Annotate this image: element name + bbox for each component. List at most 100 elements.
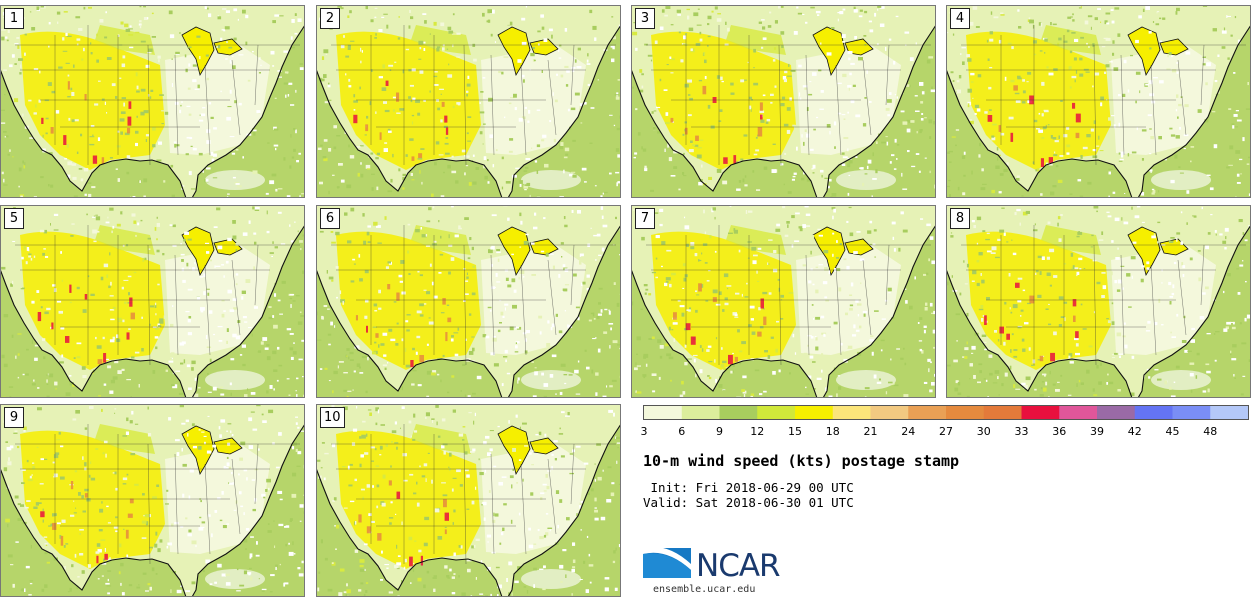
wind-speed-cell	[787, 75, 792, 77]
wind-speed-cell	[891, 317, 895, 319]
wind-speed-cell	[480, 91, 484, 93]
wind-speed-cell	[360, 47, 362, 52]
wind-speed-cell	[1076, 271, 1080, 275]
wind-speed-cell	[232, 55, 234, 57]
wind-speed-cell	[20, 195, 23, 198]
wind-speed-cell	[136, 115, 138, 118]
wind-speed-cell	[278, 364, 283, 367]
wind-speed-cell	[1149, 80, 1153, 85]
high-wind-region	[20, 430, 165, 569]
wind-speed-cell	[1192, 215, 1196, 217]
wind-speed-cell	[140, 88, 146, 92]
wind-speed-cell	[112, 306, 116, 310]
wind-speed-cell	[820, 315, 825, 319]
great-lakes	[529, 238, 559, 256]
wind-speed-cell	[483, 517, 486, 521]
wind-speed-cell	[359, 463, 362, 468]
wind-speed-cell	[570, 107, 576, 111]
wind-speed-cell	[1052, 383, 1056, 386]
wind-speed-cell	[257, 351, 261, 353]
wind-speed-cell	[156, 216, 158, 219]
wind-speed-cell	[187, 318, 191, 323]
wind-speed-cell	[1184, 104, 1189, 108]
wind-speed-cell	[762, 291, 768, 295]
wind-speed-cell	[515, 326, 520, 329]
wind-speed-cell	[847, 148, 849, 152]
wind-speed-cell	[1170, 331, 1172, 334]
wind-speed-cell	[772, 143, 776, 145]
wind-speed-cell	[135, 130, 139, 134]
wind-speed-cell	[140, 40, 146, 43]
wind-speed-cell	[827, 185, 830, 189]
wind-speed-cell	[157, 548, 161, 553]
wind-speed-cell	[1000, 132, 1005, 136]
wind-speed-cell	[699, 139, 704, 141]
wind-speed-cell	[681, 312, 685, 317]
wind-speed-cell	[564, 310, 566, 312]
wind-speed-cell	[1075, 343, 1079, 347]
wind-speed-cell	[920, 118, 924, 121]
wind-speed-cell	[563, 156, 568, 159]
wind-speed-cell	[219, 434, 222, 438]
wind-speed-cell	[504, 303, 509, 306]
wind-speed-cell	[562, 264, 566, 267]
wind-speed-cell	[542, 588, 546, 591]
wind-speed-cell	[187, 87, 191, 90]
wind-speed-cell	[112, 376, 118, 380]
wind-speed-cell	[1118, 152, 1122, 155]
wind-speed-cell	[437, 536, 443, 540]
wind-speed-cell	[187, 288, 193, 291]
wind-speed-cell	[1016, 178, 1020, 181]
wind-speed-cell	[602, 224, 608, 228]
wind-speed-cell	[349, 10, 352, 14]
wind-speed-cell	[277, 70, 282, 72]
wind-speed-cell	[22, 373, 25, 376]
wind-speed-cell	[158, 59, 160, 63]
wind-speed-cell	[595, 259, 597, 261]
wind-speed-cell	[932, 329, 936, 334]
wind-speed-cell	[323, 157, 328, 162]
wind-speed-cell	[1172, 17, 1175, 21]
wind-speed-cell	[746, 282, 748, 285]
wind-speed-cell	[182, 279, 186, 283]
wind-speed-cell	[717, 13, 721, 15]
wind-speed-cell	[803, 241, 807, 245]
wind-speed-cell	[207, 292, 210, 296]
wind-speed-cell	[301, 339, 305, 342]
wind-speed-cell	[1176, 232, 1181, 235]
wind-speed-cell	[551, 466, 553, 471]
wind-speed-cell	[1171, 55, 1173, 58]
wind-speed-cell	[686, 309, 690, 311]
wind-speed-cell	[453, 509, 456, 513]
wind-speed-cell	[864, 97, 867, 99]
wind-speed-cell	[168, 417, 172, 421]
wind-speed-cell	[340, 44, 345, 49]
wind-speed-cell	[261, 590, 265, 592]
wind-speed-cell	[242, 363, 246, 367]
wind-speed-cell	[896, 348, 900, 350]
wind-speed-cell	[297, 18, 302, 22]
wind-speed-cell	[838, 386, 842, 390]
wind-speed-cell	[318, 571, 321, 574]
wind-speed-cell	[357, 172, 360, 177]
wind-speed-cell	[109, 207, 114, 211]
wind-speed-cell	[416, 481, 418, 485]
wind-speed-cell	[412, 97, 416, 101]
wind-speed-cell	[839, 11, 844, 15]
wind-speed-cell	[543, 395, 547, 398]
wind-speed-cell	[564, 382, 567, 385]
wind-speed-cell	[234, 100, 237, 104]
wind-speed-cell	[1064, 317, 1066, 322]
high-wind-streak	[365, 124, 369, 132]
wind-speed-cell	[294, 221, 296, 223]
wind-speed-cell	[706, 280, 710, 282]
wind-speed-cell	[475, 538, 480, 541]
wind-speed-cell	[804, 85, 807, 90]
wind-speed-cell	[339, 568, 345, 572]
wind-speed-cell	[246, 477, 248, 481]
high-wind-streak	[442, 298, 446, 305]
wind-speed-cell	[698, 259, 702, 262]
wind-speed-cell	[380, 579, 383, 581]
wind-speed-cell	[853, 9, 858, 12]
wind-speed-cell	[1226, 166, 1230, 169]
